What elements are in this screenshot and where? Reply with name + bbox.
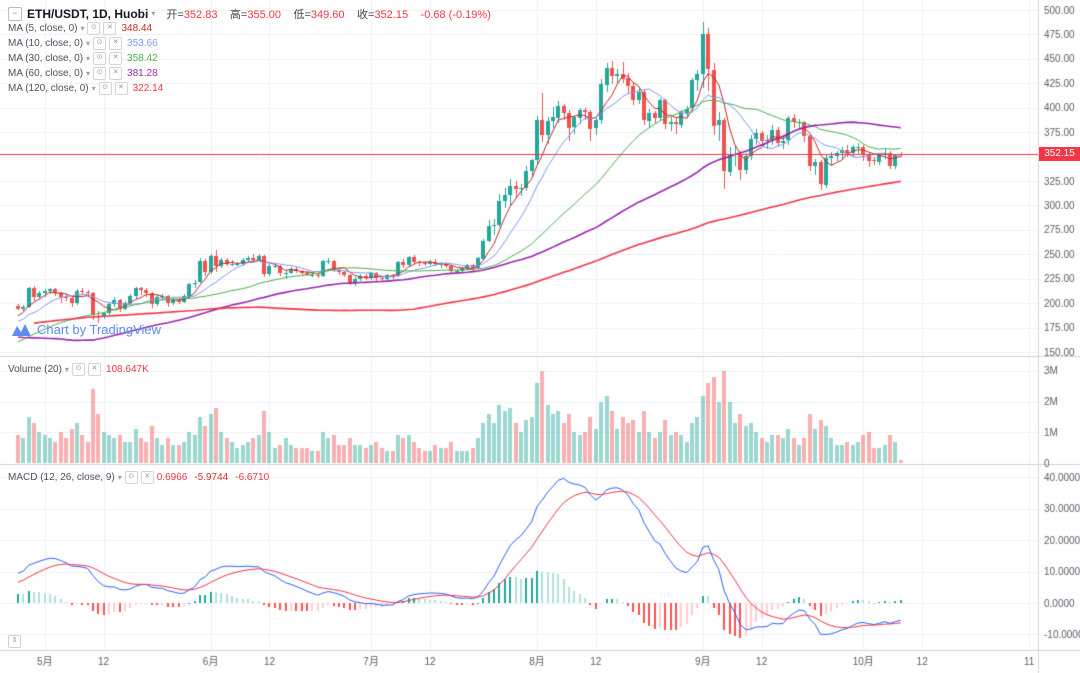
- indicator-value: 353.66: [127, 38, 158, 49]
- indicator-label: MA (30, close, 0): [8, 53, 84, 64]
- tradingview-logo-icon: [12, 323, 31, 336]
- macd-legend[interactable]: MACD (12, 26, close, 9) ▾ ⊙ ✕ 0.6966 -5.…: [8, 470, 276, 485]
- ma-60-legend[interactable]: MA (60, close, 0) ▾ ⊙ ✕ 381.28: [8, 66, 491, 81]
- symbol-row[interactable]: − ETH/USDT, 1D, Huobi ▾ 开=352.83 高=355.0…: [8, 6, 491, 21]
- last-price-tag: 352.15: [1039, 147, 1080, 162]
- low-label: 低=: [293, 8, 311, 21]
- indicator-value: 108.647K: [105, 364, 149, 375]
- visibility-icon[interactable]: ⊙: [93, 37, 107, 50]
- chevron-down-icon[interactable]: ▾: [151, 9, 156, 18]
- close-value: 352.15: [374, 8, 409, 21]
- close-label: 收=: [357, 8, 375, 21]
- ma-30-legend[interactable]: MA (30, close, 0) ▾ ⊙ ✕ 358.42: [8, 51, 491, 66]
- last-price-value: 352.15: [1044, 148, 1075, 160]
- visibility-icon[interactable]: ⊙: [124, 471, 138, 484]
- chevron-down-icon[interactable]: ▾: [117, 473, 122, 482]
- change-value: -0.68 (-0.19%): [420, 8, 491, 21]
- main-legend: − ETH/USDT, 1D, Huobi ▾ 开=352.83 高=355.0…: [8, 6, 491, 96]
- legend-collapse-icon[interactable]: −: [8, 6, 22, 21]
- ma-5-legend[interactable]: MA (5, close, 0) ▾ ⊙ ✕ 348.44: [8, 21, 491, 36]
- pane-control-icon[interactable]: ⇕: [8, 635, 21, 648]
- chevron-down-icon[interactable]: ▾: [80, 24, 85, 33]
- visibility-icon[interactable]: ⊙: [98, 82, 112, 95]
- open-label: 开=: [166, 8, 184, 21]
- visibility-icon[interactable]: ⊙: [93, 52, 107, 65]
- symbol-title[interactable]: ETH/USDT, 1D, Huobi: [27, 6, 149, 21]
- macd-signal-value: -6.6710: [235, 472, 270, 483]
- macd-line-value: -5.9744: [194, 472, 229, 483]
- ma-120-legend[interactable]: MA (120, close, 0) ▾ ⊙ ✕ 322.14: [8, 81, 491, 96]
- close-icon[interactable]: ✕: [140, 471, 154, 484]
- chevron-down-icon[interactable]: ▾: [86, 69, 91, 78]
- close-icon[interactable]: ✕: [109, 67, 123, 80]
- close-icon[interactable]: ✕: [114, 82, 128, 95]
- open-value: 352.83: [183, 8, 218, 21]
- chevron-down-icon[interactable]: ▾: [91, 84, 96, 93]
- tradingview-watermark[interactable]: Chart by TradingView: [12, 322, 161, 337]
- low-value: 349.60: [310, 8, 345, 21]
- indicator-label: Volume (20): [8, 364, 62, 375]
- close-icon[interactable]: ✕: [103, 22, 117, 35]
- indicator-value: 348.44: [121, 23, 153, 34]
- indicator-value: 381.28: [127, 68, 158, 79]
- chevron-down-icon[interactable]: ▾: [86, 54, 91, 63]
- ma-10-legend[interactable]: MA (10, close, 0) ▾ ⊙ ✕ 353.66: [8, 36, 491, 51]
- close-icon[interactable]: ✕: [87, 363, 101, 376]
- indicator-label: MA (5, close, 0): [8, 23, 78, 34]
- high-value: 355.00: [247, 8, 281, 21]
- watermark-text: Chart by TradingView: [37, 322, 162, 337]
- close-icon[interactable]: ✕: [109, 52, 123, 65]
- indicator-label: MA (10, close, 0): [8, 38, 84, 49]
- visibility-icon[interactable]: ⊙: [71, 363, 85, 376]
- close-icon[interactable]: ✕: [109, 37, 123, 50]
- indicator-label: MACD (12, 26, close, 9): [8, 472, 115, 483]
- high-label: 高=: [229, 8, 248, 21]
- chevron-down-icon[interactable]: ▾: [64, 365, 69, 374]
- ohlc-values: 开=352.83 高=355.00 低=349.60 收=352.15 -0.6…: [158, 5, 491, 23]
- macd-hist-value: 0.6966: [156, 472, 188, 483]
- indicator-label: MA (60, close, 0): [8, 68, 84, 79]
- visibility-icon[interactable]: ⊙: [93, 67, 107, 80]
- visibility-icon[interactable]: ⊙: [87, 22, 101, 35]
- volume-legend[interactable]: Volume (20) ▾ ⊙ ✕ 108.647K: [8, 362, 149, 377]
- indicator-label: MA (120, close, 0): [8, 83, 89, 94]
- indicator-value: 322.14: [132, 83, 164, 94]
- indicator-value: 358.42: [127, 53, 158, 64]
- chevron-down-icon[interactable]: ▾: [86, 39, 91, 48]
